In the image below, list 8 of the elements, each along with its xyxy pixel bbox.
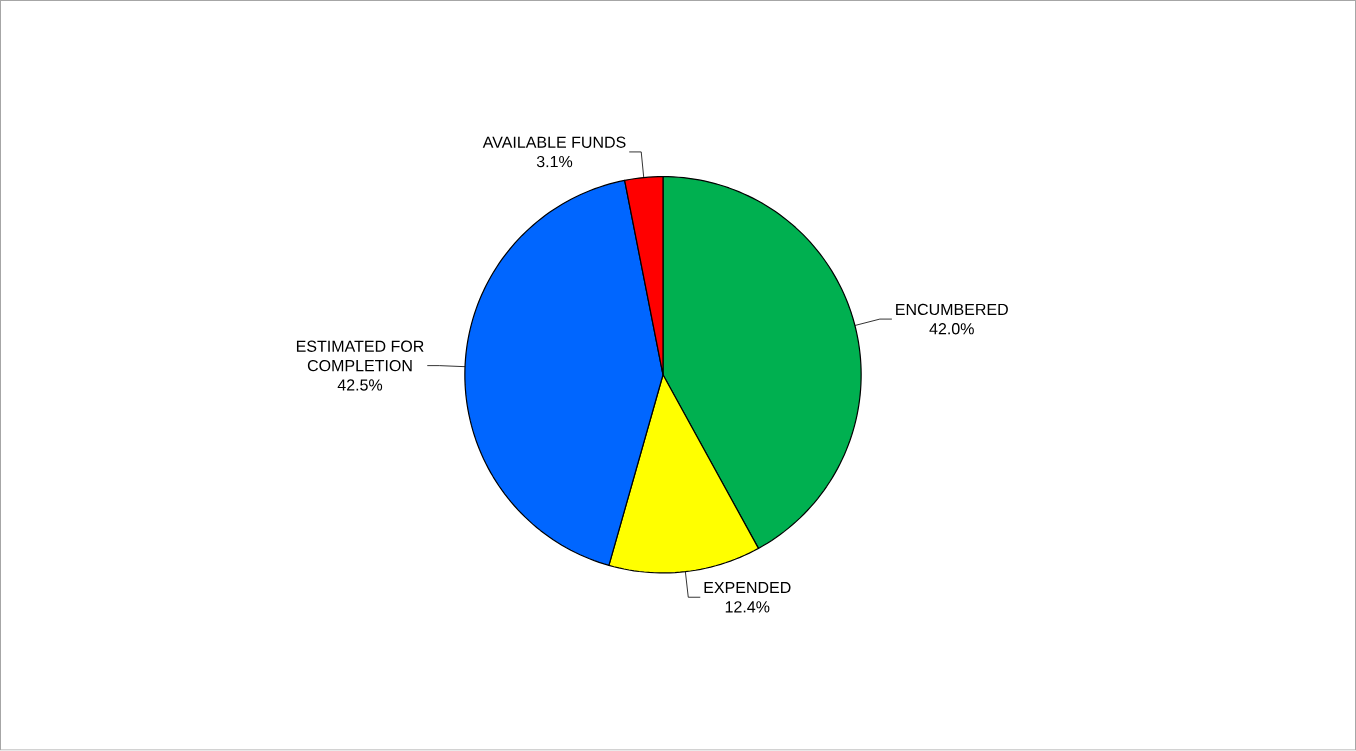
data-label: 42.5% xyxy=(337,379,383,391)
slice-label: ESTIMATED FOR COMPLETION xyxy=(296,340,424,372)
data-label: 3.1% xyxy=(536,156,573,168)
slice-label: EXPENDED xyxy=(704,582,791,594)
slice-label: AVAILABLE FUNDS xyxy=(482,136,626,149)
data-label: 42.0% xyxy=(929,323,974,335)
slice-label: ENCUMBERED xyxy=(896,303,1008,316)
data-label: 12.4% xyxy=(725,601,770,613)
